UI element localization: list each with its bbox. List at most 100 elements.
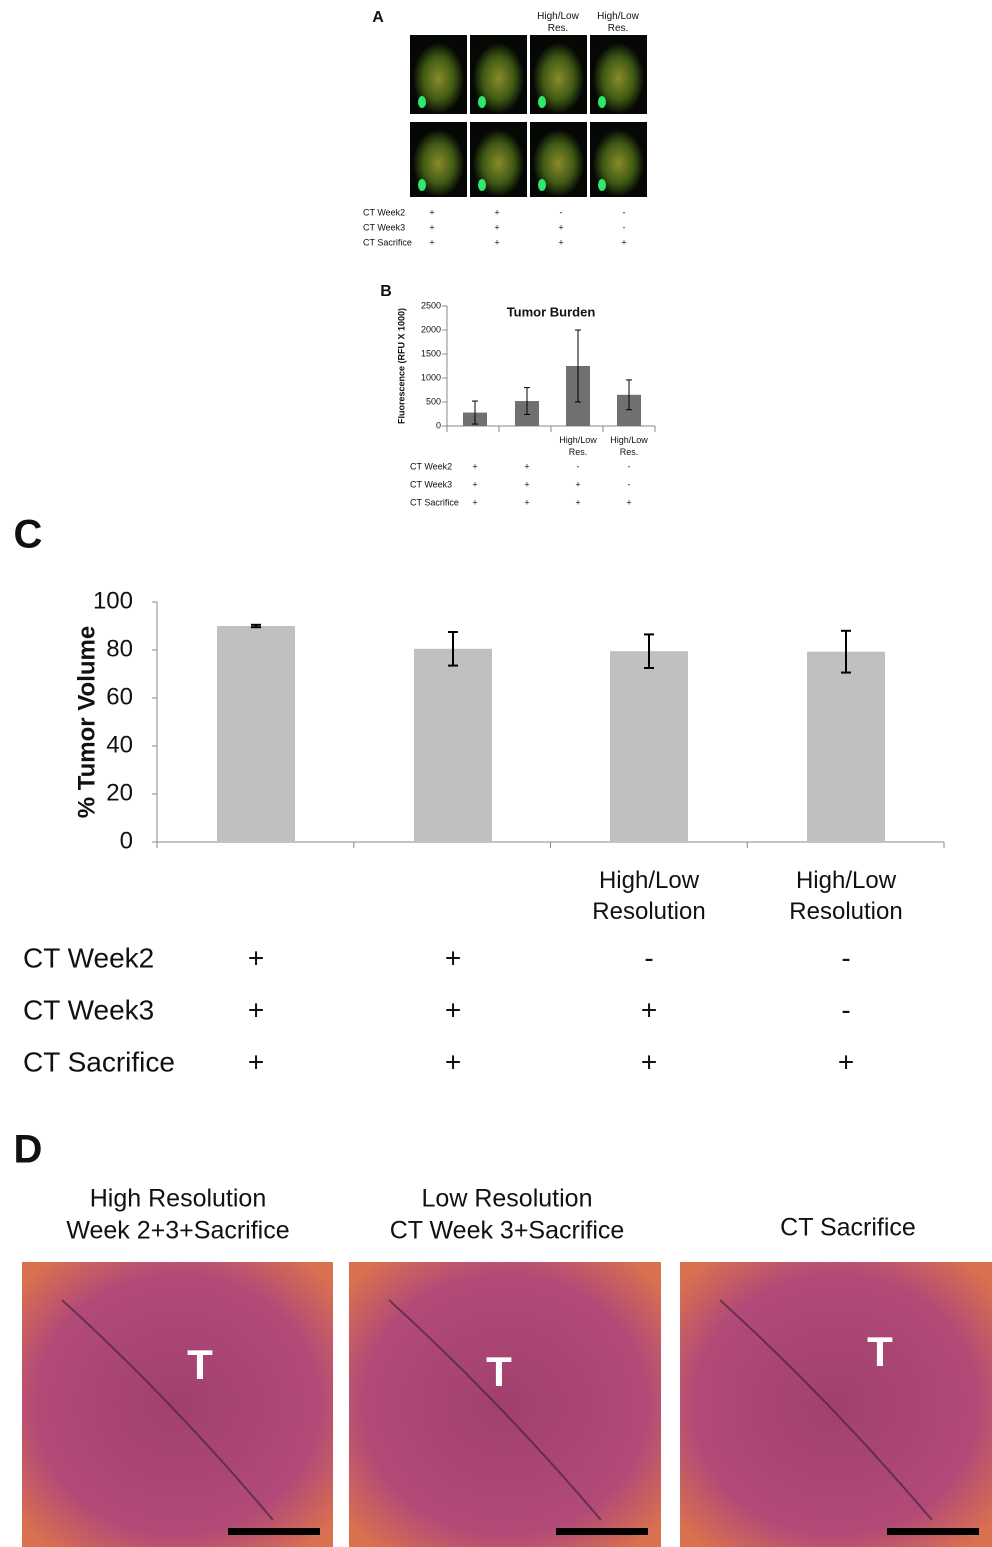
y-tick-label: 0 bbox=[120, 827, 133, 854]
row-sign: - bbox=[644, 942, 653, 973]
row-sign: + bbox=[472, 497, 477, 507]
row-sign: - bbox=[628, 461, 631, 471]
x-tick-label: High/Low Res. bbox=[559, 435, 597, 457]
row-sign: + bbox=[524, 479, 529, 489]
panel-label: A bbox=[372, 9, 384, 26]
row-sign: + bbox=[494, 237, 499, 247]
panel-label: B bbox=[380, 283, 392, 300]
row-sign: + bbox=[558, 222, 563, 232]
scale-bar bbox=[228, 1528, 320, 1535]
y-tick-label: 60 bbox=[106, 683, 133, 710]
fluorescence-spot bbox=[538, 179, 546, 191]
y-tick-label: 500 bbox=[426, 396, 441, 406]
tissue-crack bbox=[719, 1299, 933, 1521]
row-sign: - bbox=[623, 222, 626, 232]
row-sign: + bbox=[248, 994, 264, 1025]
row-sign: + bbox=[575, 479, 580, 489]
x-tick-label: High/Low Res. bbox=[610, 435, 648, 457]
row-sign: + bbox=[494, 222, 499, 232]
y-tick-label: 20 bbox=[106, 779, 133, 806]
row-label: CT Sacrifice bbox=[363, 237, 412, 247]
error-bar bbox=[251, 623, 261, 629]
histology-image bbox=[349, 1262, 661, 1547]
panel-label: C bbox=[14, 513, 43, 557]
row-sign: + bbox=[626, 497, 631, 507]
error-bar bbox=[575, 329, 581, 403]
row-sign: - bbox=[577, 461, 580, 471]
row-sign: - bbox=[623, 207, 626, 217]
row-sign: + bbox=[445, 994, 461, 1025]
scale-bar bbox=[887, 1528, 979, 1535]
caption: High Resolution bbox=[90, 1185, 267, 1213]
fluorescence-spot bbox=[598, 179, 606, 191]
bar bbox=[807, 651, 885, 842]
bar bbox=[217, 626, 295, 842]
y-axis-label: Fluorescence (RFU X 1000) bbox=[396, 308, 406, 424]
y-axis-label: % Tumor Volume bbox=[73, 626, 100, 818]
error-bar bbox=[841, 629, 851, 674]
row-sign: + bbox=[838, 1046, 854, 1077]
row-label: CT Week2 bbox=[363, 207, 405, 217]
row-sign: + bbox=[472, 461, 477, 471]
column-label: High/Low Res. bbox=[597, 11, 639, 34]
y-tick-label: 1500 bbox=[421, 348, 441, 358]
row-sign: + bbox=[472, 479, 477, 489]
tumor-marker: T bbox=[486, 1348, 512, 1395]
x-tick-label: High/Low Resolution bbox=[789, 867, 902, 925]
caption: CT Week 3+Sacrifice bbox=[390, 1217, 625, 1245]
row-sign: + bbox=[248, 1046, 264, 1077]
row-label: CT Sacrifice bbox=[410, 497, 459, 507]
tissue-crack bbox=[388, 1299, 602, 1521]
row-sign: - bbox=[841, 942, 850, 973]
error-bar bbox=[524, 387, 530, 415]
row-label: CT Week2 bbox=[410, 461, 452, 471]
row-sign: + bbox=[445, 942, 461, 973]
fluorescence-spot bbox=[418, 179, 426, 191]
row-sign: + bbox=[429, 237, 434, 247]
row-label: CT Sacrifice bbox=[23, 1046, 175, 1077]
y-tick-label: 80 bbox=[106, 635, 133, 662]
row-sign: + bbox=[248, 942, 264, 973]
tumor-marker: T bbox=[867, 1328, 893, 1375]
scale-bar bbox=[556, 1528, 648, 1535]
y-tick-label: 1000 bbox=[421, 372, 441, 382]
tissue-crack bbox=[61, 1299, 274, 1521]
row-sign: + bbox=[558, 237, 563, 247]
row-sign: - bbox=[628, 479, 631, 489]
row-sign: + bbox=[524, 461, 529, 471]
y-tick-label: 2000 bbox=[421, 324, 441, 334]
row-sign: + bbox=[641, 1046, 657, 1077]
panel-label: D bbox=[14, 1128, 43, 1172]
caption: Week 2+3+Sacrifice bbox=[66, 1217, 289, 1245]
y-tick-label: 100 bbox=[93, 587, 133, 614]
tumor-marker: T bbox=[187, 1341, 213, 1388]
bar bbox=[610, 651, 688, 842]
fluorescence-spot bbox=[538, 96, 546, 108]
bar bbox=[414, 648, 492, 842]
row-label: CT Week3 bbox=[363, 222, 405, 232]
y-tick-label: 2500 bbox=[421, 300, 441, 310]
column-label: High/Low Res. bbox=[537, 11, 579, 34]
x-tick-label: High/Low Resolution bbox=[592, 867, 705, 925]
error-bar bbox=[626, 379, 632, 411]
row-label: CT Week2 bbox=[23, 942, 154, 973]
chart-title: Tumor Burden bbox=[507, 304, 596, 319]
error-bar bbox=[472, 400, 478, 425]
row-sign: + bbox=[575, 497, 580, 507]
error-bar bbox=[448, 631, 458, 667]
caption: CT Sacrifice bbox=[780, 1214, 916, 1242]
fluorescence-spot bbox=[598, 96, 606, 108]
row-sign: - bbox=[560, 207, 563, 217]
row-sign: + bbox=[494, 207, 499, 217]
row-sign: + bbox=[429, 222, 434, 232]
row-sign: - bbox=[841, 994, 850, 1025]
histology-image bbox=[680, 1262, 992, 1547]
row-label: CT Week3 bbox=[410, 479, 452, 489]
row-sign: + bbox=[429, 207, 434, 217]
error-bar bbox=[644, 633, 654, 669]
row-sign: + bbox=[445, 1046, 461, 1077]
y-tick-label: 40 bbox=[106, 731, 133, 758]
row-sign: + bbox=[641, 994, 657, 1025]
row-sign: + bbox=[524, 497, 529, 507]
